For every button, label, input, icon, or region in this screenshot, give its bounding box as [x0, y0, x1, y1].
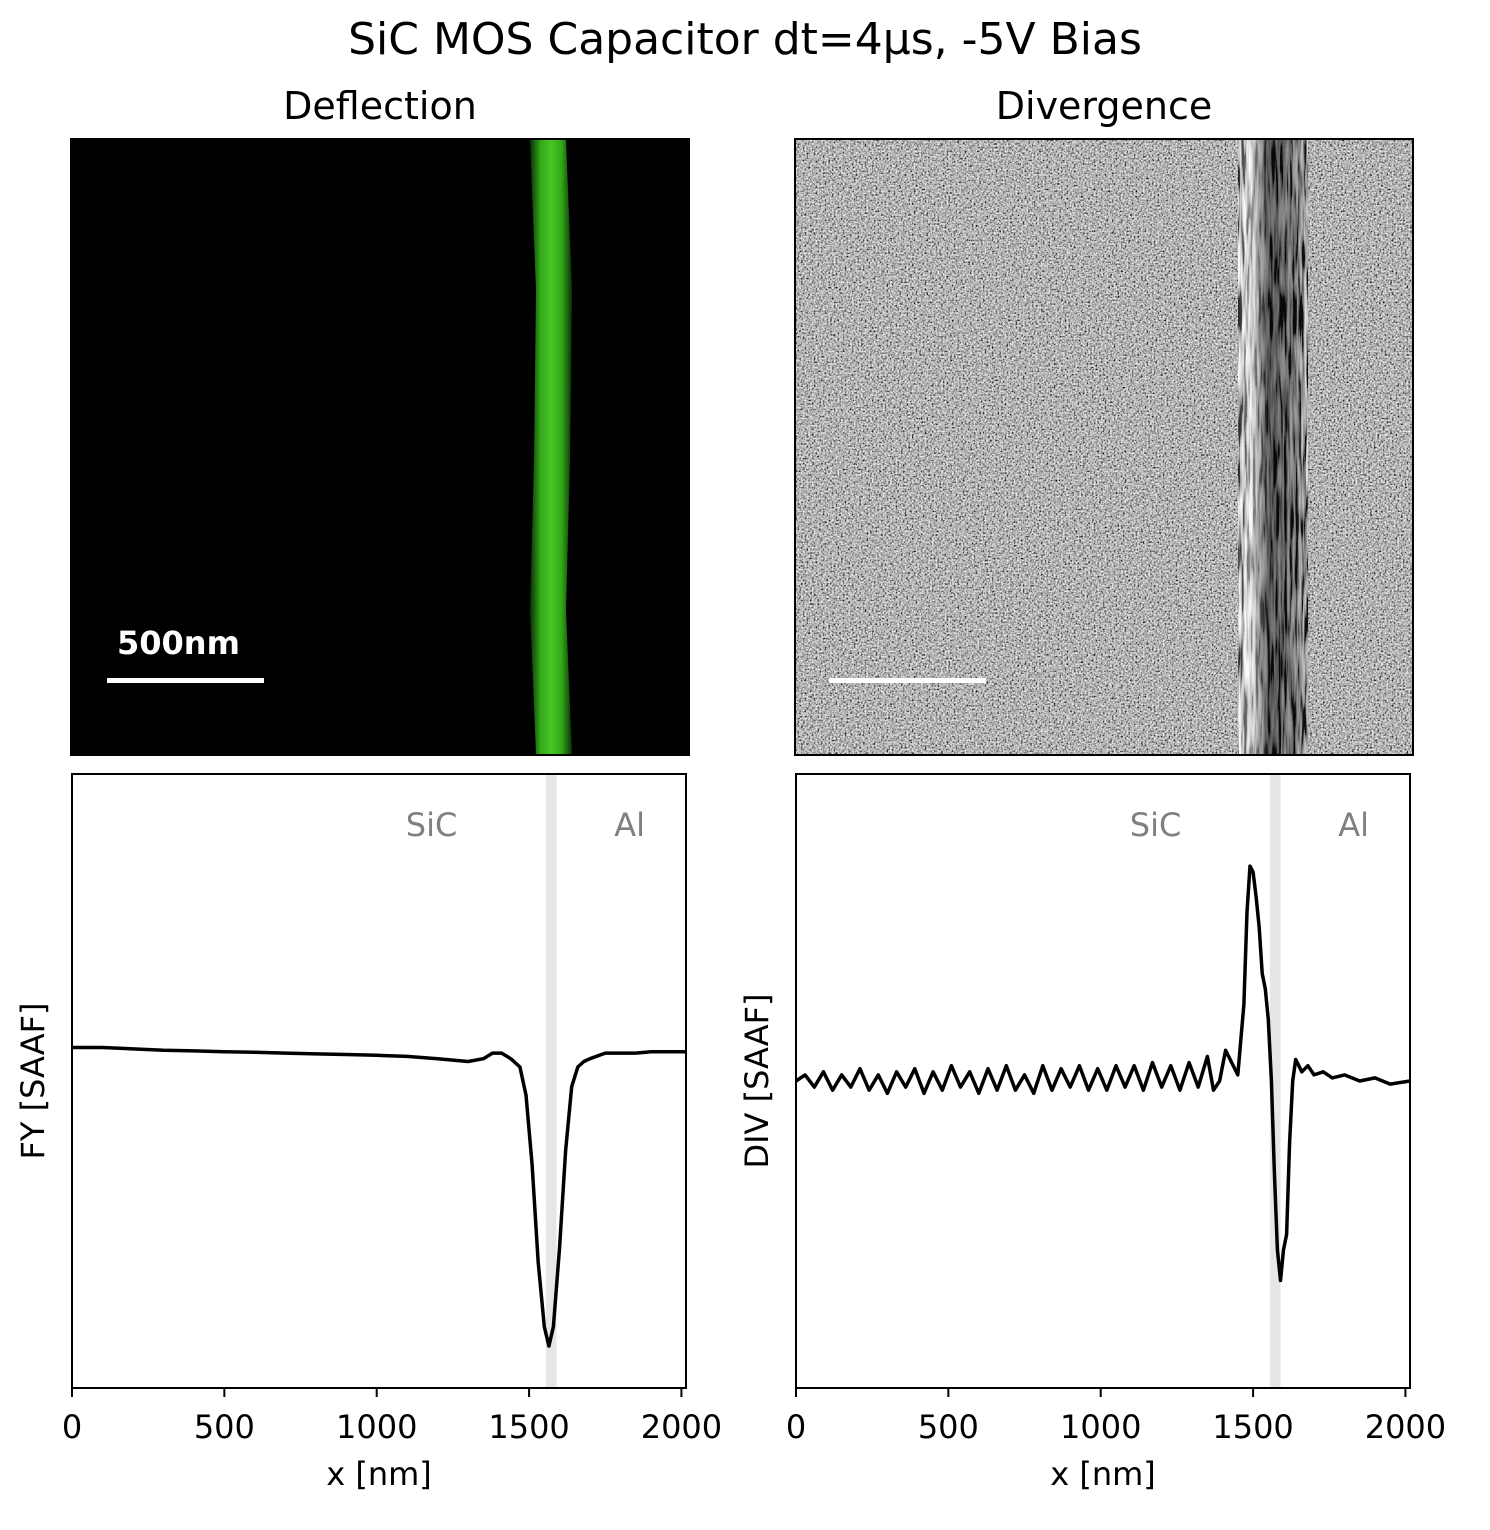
deflection-stripe	[530, 140, 572, 754]
x-tick-label: 1500	[1212, 1408, 1293, 1446]
region-label-sic: SiC	[1130, 806, 1182, 844]
deflection-title: Deflection	[283, 84, 477, 128]
deflection-background	[72, 140, 688, 754]
interface-band	[1269, 774, 1281, 1388]
interface-band	[545, 774, 557, 1388]
x-tick-label: 0	[786, 1408, 806, 1446]
series-line	[72, 1045, 686, 1348]
plot-frame	[795, 773, 1411, 1389]
x-tick-label: 1000	[336, 1408, 417, 1446]
div-plot: SiC Al 0 500 1000 1500 2000 x [nm] DIV [SAAF]	[738, 773, 1446, 1493]
plot-frame	[71, 773, 687, 1389]
region-label-al: Al	[614, 806, 645, 844]
y-axis-label: FY [SAAF]	[14, 1002, 52, 1159]
y-axis-label: DIV [SAAF]	[738, 993, 776, 1168]
x-tick-label: 1500	[488, 1408, 569, 1446]
x-tick-label: 2000	[641, 1408, 722, 1446]
deflection-image: 500nm	[70, 138, 690, 756]
figure-title: SiC MOS Capacitor dt=4μs, -5V Bias	[348, 14, 1142, 65]
divergence-image	[794, 138, 1414, 756]
region-label-al: Al	[1338, 806, 1369, 844]
x-tick-label: 1000	[1060, 1408, 1141, 1446]
divergence-title: Divergence	[995, 84, 1213, 128]
fy-plot: SiC Al 0 500 1000 1500 2000 x [nm] FY [SAAF]	[14, 773, 722, 1493]
x-tick-label: 0	[62, 1408, 82, 1446]
x-tick-label: 2000	[1365, 1408, 1446, 1446]
series-line	[795, 864, 1411, 1283]
scalebar-line	[107, 678, 264, 683]
x-tick-label: 500	[918, 1408, 979, 1446]
scalebar-label: 500nm	[117, 624, 240, 662]
x-axis-label: x [nm]	[326, 1455, 432, 1493]
divergence-interface-band	[1236, 140, 1310, 754]
x-axis-label: x [nm]	[1050, 1455, 1156, 1493]
x-tick-label: 500	[194, 1408, 255, 1446]
region-label-sic: SiC	[406, 806, 458, 844]
scalebar-line-divergence	[829, 678, 986, 683]
